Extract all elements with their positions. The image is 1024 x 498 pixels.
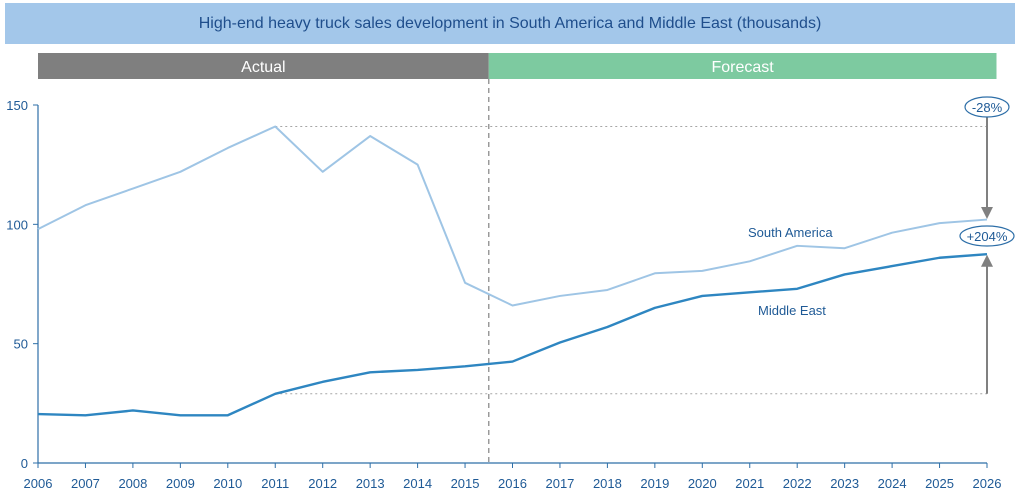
south-america-label: South America	[748, 225, 833, 240]
x-tick-label-9: 2015	[451, 476, 480, 491]
y-tick-label-0: 0	[21, 456, 28, 471]
x-tick-label-3: 2009	[166, 476, 195, 491]
x-tick-label-14: 2020	[688, 476, 717, 491]
x-tick-label-2: 2008	[118, 476, 147, 491]
period-band-0	[38, 53, 489, 79]
x-tick-label-20: 2026	[973, 476, 1002, 491]
decline-badge	[964, 96, 1010, 118]
x-tick-label-13: 2019	[640, 476, 669, 491]
middle-east-label: Middle East	[758, 303, 826, 318]
x-tick-label-15: 2021	[735, 476, 764, 491]
series-lines: South America Middle East	[37, 125, 988, 417]
middle-east-line	[37, 252, 988, 417]
growth-badge	[959, 225, 1015, 247]
y-tick-label-1: 50	[14, 337, 28, 352]
x-tick-label-1: 2007	[71, 476, 100, 491]
x-tick-label-12: 2018	[593, 476, 622, 491]
south-america-line	[37, 125, 988, 307]
chart-title: High-end heavy truck sales development i…	[5, 3, 1015, 44]
period-band-label-0: Actual	[241, 59, 285, 76]
period-bands: Actual Forecast	[38, 53, 997, 79]
x-tick-label-17: 2023	[830, 476, 859, 491]
period-band-1	[488, 53, 997, 79]
x-tick-label-6: 2012	[308, 476, 337, 491]
x-tick-label-10: 2016	[498, 476, 527, 491]
x-tick-label-5: 2011	[261, 476, 289, 491]
x-tick-label-4: 2010	[213, 476, 242, 491]
y-tick-label-2: 100	[6, 217, 28, 232]
period-band-label-1: Forecast	[712, 59, 775, 76]
change-annotations: -28% +204%	[959, 96, 1015, 394]
axes: 0 50 100 150 2006 2007 2008 2009 2010 2011 2012 201…	[6, 98, 1001, 491]
reference-lines	[275, 79, 987, 463]
x-tick-label-0: 2006	[24, 476, 53, 491]
x-tick-label-16: 2022	[783, 476, 812, 491]
growth-badge-text: +204%	[967, 229, 1008, 244]
x-tick-label-8: 2014	[403, 476, 432, 491]
x-tick-label-19: 2025	[925, 476, 954, 491]
x-tick-label-11: 2017	[545, 476, 574, 491]
y-tick-label-3: 150	[6, 98, 28, 113]
x-tick-label-18: 2024	[878, 476, 907, 491]
x-tick-label-7: 2013	[356, 476, 385, 491]
decline-badge-text: -28%	[972, 100, 1003, 115]
